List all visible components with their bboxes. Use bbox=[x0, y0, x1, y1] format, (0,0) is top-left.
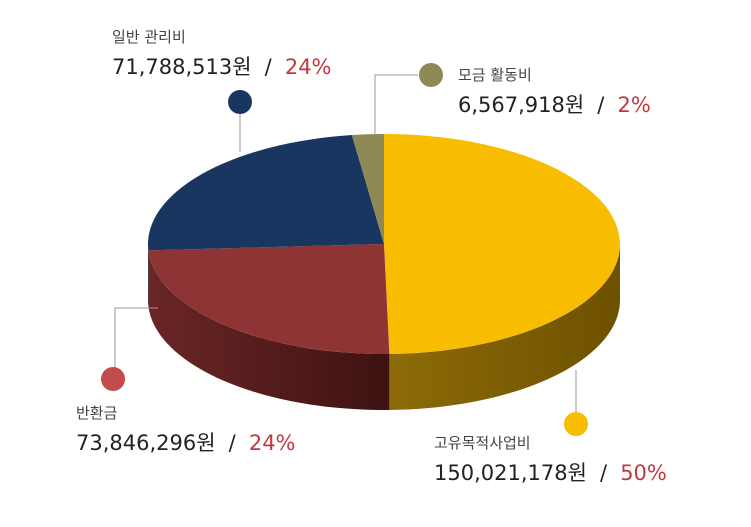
pie-side-1 bbox=[148, 250, 390, 410]
label-purpose-business: 고유목적사업비 150,021,178원 / 50% bbox=[434, 432, 667, 487]
amount-value: 71,788,513원 bbox=[112, 55, 252, 79]
pie-slice-1 bbox=[148, 244, 390, 354]
percent-value: 2% bbox=[617, 93, 651, 117]
separator: / bbox=[597, 93, 605, 117]
marker-fundraising bbox=[419, 63, 443, 87]
separator: / bbox=[228, 431, 236, 455]
label-general-admin: 일반 관리비 71,788,513원 / 24% bbox=[112, 26, 332, 81]
pie-side-0 bbox=[389, 244, 620, 410]
amount-value: 73,846,296원 bbox=[76, 431, 216, 455]
amount-value: 6,567,918원 bbox=[458, 93, 585, 117]
marker-purpose-business bbox=[564, 412, 588, 436]
leader-line-2 bbox=[114, 307, 158, 368]
marker-general-admin bbox=[228, 90, 252, 114]
amount-value: 150,021,178원 bbox=[434, 461, 587, 485]
pie-slice-0 bbox=[384, 134, 620, 354]
percent-value: 24% bbox=[284, 55, 332, 79]
percent-value: 50% bbox=[620, 461, 667, 485]
separator: / bbox=[264, 55, 272, 79]
marker-refund bbox=[101, 367, 125, 391]
percent-value: 24% bbox=[248, 431, 296, 455]
category-name: 일반 관리비 bbox=[112, 28, 186, 46]
category-name: 반환금 bbox=[76, 404, 118, 422]
separator: / bbox=[600, 461, 608, 485]
leader-line-1 bbox=[374, 74, 418, 134]
label-fundraising: 모금 활동비 6,567,918원 / 2% bbox=[458, 64, 651, 119]
label-refund: 반환금 73,846,296원 / 24% bbox=[76, 402, 296, 457]
pie-slice-3 bbox=[351, 134, 384, 244]
category-name: 모금 활동비 bbox=[458, 66, 532, 84]
pie-slice-2 bbox=[147, 135, 384, 251]
category-name: 고유목적사업비 bbox=[434, 434, 531, 452]
